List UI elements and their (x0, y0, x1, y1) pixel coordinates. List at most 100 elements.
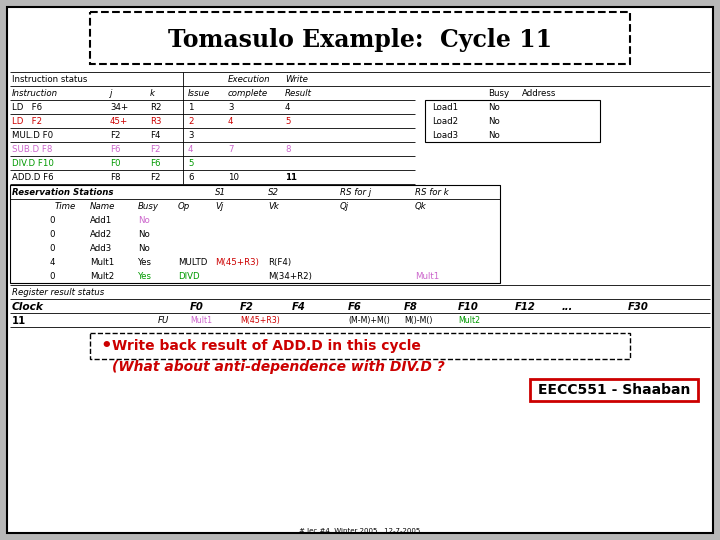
Text: F8: F8 (404, 302, 418, 312)
Text: No: No (488, 117, 500, 126)
Bar (10, 185, 500, 283)
Text: Instruction status: Instruction status (12, 75, 87, 84)
Bar (90, 12, 630, 64)
Text: j: j (110, 89, 112, 98)
Text: Mult1: Mult1 (415, 272, 439, 281)
Text: 3: 3 (228, 103, 233, 112)
Text: F6: F6 (150, 159, 161, 168)
Text: Write: Write (285, 75, 308, 84)
Bar (90, 333, 630, 359)
Text: LD   F2: LD F2 (12, 117, 42, 126)
Text: DIVD: DIVD (178, 272, 199, 281)
Text: 8: 8 (285, 145, 290, 154)
Text: 7: 7 (228, 145, 233, 154)
Text: Mult1: Mult1 (90, 258, 114, 267)
Text: 5: 5 (188, 159, 194, 168)
Text: F8: F8 (110, 173, 120, 182)
Text: 2: 2 (188, 117, 194, 126)
Text: R3: R3 (150, 117, 161, 126)
Text: •: • (100, 337, 112, 355)
Text: Address: Address (522, 89, 557, 98)
Bar (530, 379, 698, 401)
Text: 0: 0 (50, 216, 55, 225)
Text: 4: 4 (228, 117, 233, 126)
Text: Result: Result (285, 89, 312, 98)
Text: Yes: Yes (138, 258, 152, 267)
Text: F12: F12 (515, 302, 536, 312)
Text: Time: Time (55, 202, 76, 211)
Text: 10: 10 (228, 173, 239, 182)
Text: 6: 6 (188, 173, 194, 182)
Text: F6: F6 (110, 145, 120, 154)
Text: Load1: Load1 (432, 103, 458, 112)
Text: Mult1: Mult1 (190, 316, 212, 325)
Text: No: No (138, 244, 150, 253)
Text: Vk: Vk (268, 202, 279, 211)
Text: # lec #4  Winter 2005   12-7-2005: # lec #4 Winter 2005 12-7-2005 (300, 528, 420, 534)
Text: Load2: Load2 (432, 117, 458, 126)
Text: Name: Name (90, 202, 115, 211)
Text: S1: S1 (215, 188, 226, 197)
Text: Qj: Qj (340, 202, 349, 211)
Text: R(F4): R(F4) (268, 258, 291, 267)
Text: 4: 4 (285, 103, 290, 112)
Text: Register result status: Register result status (12, 288, 104, 297)
Text: Issue: Issue (188, 89, 210, 98)
Text: F2: F2 (150, 145, 161, 154)
Text: Busy: Busy (138, 202, 159, 211)
Text: F0: F0 (190, 302, 204, 312)
Text: F6: F6 (348, 302, 362, 312)
Text: Add3: Add3 (90, 244, 112, 253)
Text: 5: 5 (285, 117, 290, 126)
Text: RS for j: RS for j (340, 188, 371, 197)
Text: No: No (488, 103, 500, 112)
Text: 11: 11 (12, 316, 26, 326)
Text: F2: F2 (110, 131, 120, 140)
Text: No: No (138, 216, 150, 225)
Text: 0: 0 (50, 244, 55, 253)
Text: DIV.D F10: DIV.D F10 (12, 159, 54, 168)
Text: No: No (488, 131, 500, 140)
Bar (425, 100, 600, 142)
Text: MUL.D F0: MUL.D F0 (12, 131, 53, 140)
Text: complete: complete (228, 89, 268, 98)
Text: 3: 3 (188, 131, 194, 140)
Text: 4: 4 (50, 258, 55, 267)
Text: Write back result of ADD.D in this cycle: Write back result of ADD.D in this cycle (112, 339, 421, 353)
Text: M()-M(): M()-M() (404, 316, 433, 325)
Text: M(34+R2): M(34+R2) (268, 272, 312, 281)
Text: Tomasulo Example:  Cycle 11: Tomasulo Example: Cycle 11 (168, 28, 552, 52)
Text: S2: S2 (268, 188, 279, 197)
Text: Clock: Clock (12, 302, 44, 312)
Text: 4: 4 (188, 145, 194, 154)
Text: F30: F30 (628, 302, 649, 312)
Text: M(45+R3): M(45+R3) (215, 258, 259, 267)
Text: (M-M)+M(): (M-M)+M() (348, 316, 390, 325)
Text: F2: F2 (150, 173, 161, 182)
Text: Busy: Busy (488, 89, 509, 98)
Text: 0: 0 (50, 230, 55, 239)
Text: Mult2: Mult2 (90, 272, 114, 281)
Text: F2: F2 (240, 302, 254, 312)
Text: 1: 1 (188, 103, 194, 112)
Text: Execution: Execution (228, 75, 271, 84)
Text: R2: R2 (150, 103, 161, 112)
Text: Yes: Yes (138, 272, 152, 281)
Text: F4: F4 (292, 302, 306, 312)
Text: F4: F4 (150, 131, 161, 140)
Text: RS for k: RS for k (415, 188, 449, 197)
Text: Add1: Add1 (90, 216, 112, 225)
Text: k: k (150, 89, 155, 98)
Text: FU: FU (158, 316, 169, 325)
Text: LD   F6: LD F6 (12, 103, 42, 112)
Text: MULTD: MULTD (178, 258, 207, 267)
Text: Reservation Stations: Reservation Stations (12, 188, 114, 197)
Text: 0: 0 (50, 272, 55, 281)
Text: M(45+R3): M(45+R3) (240, 316, 280, 325)
Text: F0: F0 (110, 159, 120, 168)
Text: Instruction: Instruction (12, 89, 58, 98)
Text: Op: Op (178, 202, 190, 211)
Text: SUB.D F8: SUB.D F8 (12, 145, 53, 154)
Text: ADD.D F6: ADD.D F6 (12, 173, 53, 182)
Text: 11: 11 (285, 173, 297, 182)
